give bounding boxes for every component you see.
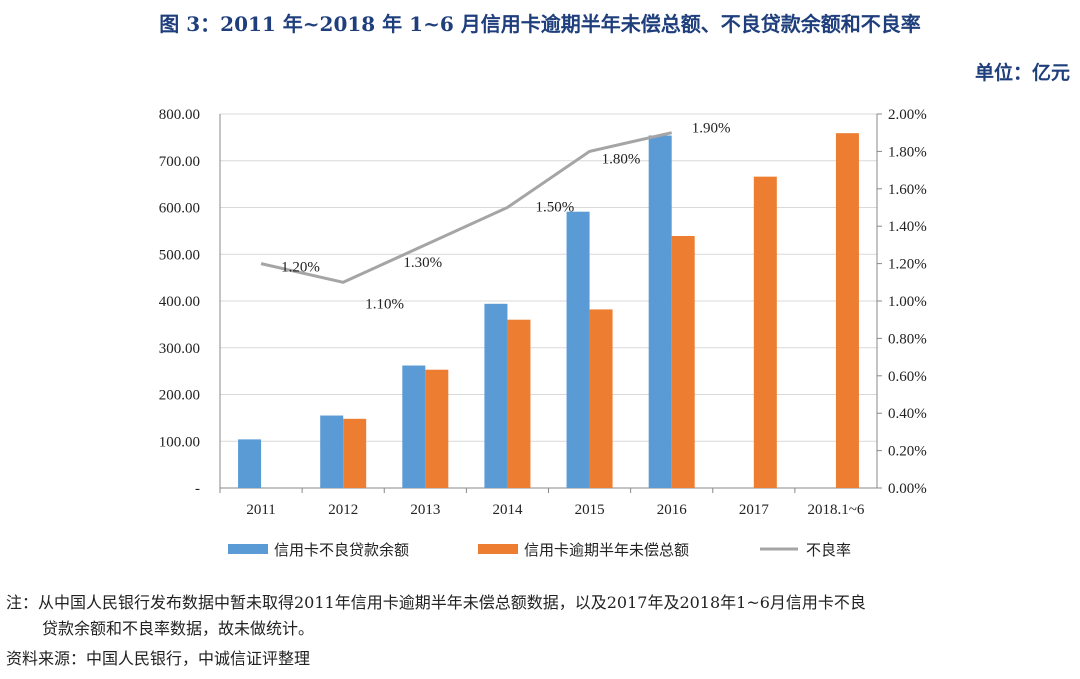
npl-ratio-label: 1.20% (281, 260, 320, 276)
bar-overdue-total (589, 309, 613, 488)
bar-bad-loan-balance (320, 415, 344, 488)
y-tick-label: 300.00 (159, 341, 200, 357)
source-note: 资料来源：中国人民银行，中诚信证评整理 (6, 649, 311, 668)
y2-tick-label: 1.80% (888, 144, 927, 160)
y2-tick-label: 0.80% (888, 331, 927, 347)
y-tick-label: 100.00 (159, 434, 200, 450)
y2-tick-label: 1.20% (888, 257, 927, 273)
y2-tick-label: 0.60% (888, 369, 927, 385)
bar-overdue-total (753, 176, 777, 488)
combo-chart: - 100.00 200.00 300.00 400.00 500.00 600.00 700… (159, 107, 927, 559)
y-tick-label: 200.00 (159, 388, 200, 404)
x-tick-label: 2011 (246, 502, 275, 518)
npl-ratio-line (260, 131, 673, 284)
legend-label: 不良率 (806, 541, 851, 559)
bar-overdue-total (835, 133, 859, 489)
bar-overdue-total (343, 418, 367, 488)
y-tick-label: 700.00 (159, 154, 200, 170)
legend-label: 信用卡逾期半年未偿总额 (524, 541, 689, 559)
npl-ratio-label: 1.30% (403, 255, 442, 271)
bar-overdue-total (425, 369, 449, 488)
y2-tick-label: 0.00% (888, 481, 927, 497)
y-tick-label: 600.00 (159, 201, 200, 217)
y-tick-label: 500.00 (159, 247, 200, 263)
npl-ratio-label: 1.90% (692, 121, 731, 137)
x-tick-label: 2013 (410, 502, 440, 518)
y2-tick-label: 1.00% (888, 294, 927, 310)
bar-overdue-total (671, 236, 695, 488)
legend-swatch (228, 544, 268, 554)
bar-bad-loan-balance (648, 135, 672, 488)
x-tick-label: 2014 (492, 502, 523, 518)
y-tick-label: 800.00 (159, 107, 200, 123)
npl-ratio-label: 1.80% (602, 151, 641, 167)
y2-tick-label: 2.00% (888, 107, 927, 123)
y-tick-label: - (195, 481, 200, 497)
bar-bad-loan-balance (484, 303, 508, 488)
npl-ratio-label: 1.10% (365, 296, 404, 312)
x-tick-label: 2018.1~6 (808, 502, 865, 518)
y-tick-label: 400.00 (159, 294, 200, 310)
npl-ratio-label: 1.50% (535, 200, 574, 216)
bar-bad-loan-balance (238, 439, 262, 488)
chart-title: 图 3：2011 年~2018 年 1~6 月信用卡逾期半年未偿总额、不良贷款余… (159, 12, 921, 36)
unit-label: 单位：亿元 (974, 62, 1070, 84)
y2-tick-label: 1.40% (888, 219, 927, 235)
note-line-2: 贷款余额和不良率数据，故未做统计。 (42, 619, 315, 638)
x-tick-label: 2015 (575, 502, 605, 518)
y2-tick-label: 0.40% (888, 406, 927, 422)
note-line-1: 注：从中国人民银行发布数据中暂未取得2011年信用卡逾期半年未偿总额数据，以及2… (6, 593, 866, 612)
y2-tick-label: 0.20% (888, 444, 927, 460)
x-tick-label: 2012 (328, 502, 358, 518)
bar-bad-loan-balance (566, 211, 590, 488)
y2-tick-label: 1.60% (888, 182, 927, 198)
bar-bad-loan-balance (402, 365, 426, 488)
x-tick-label: 2017 (739, 502, 770, 518)
bar-overdue-total (507, 319, 531, 488)
legend-swatch (478, 544, 518, 554)
legend-label: 信用卡不良贷款余额 (274, 541, 409, 559)
x-tick-label: 2016 (657, 502, 688, 518)
